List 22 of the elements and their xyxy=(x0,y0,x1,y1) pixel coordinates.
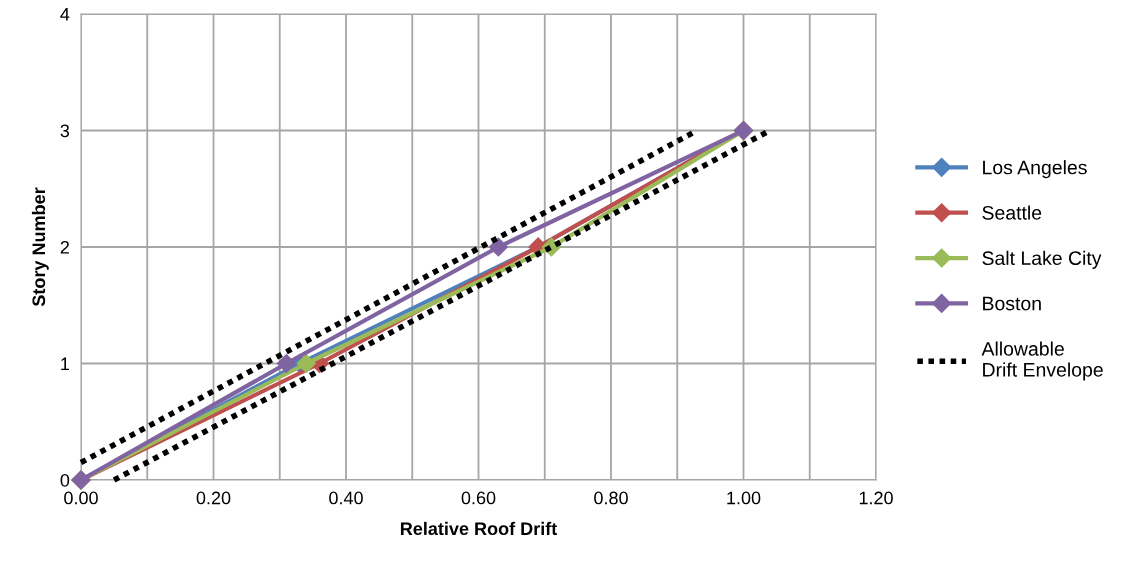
x-tick-label: 0.40 xyxy=(329,491,363,505)
y-tick-label: 4 xyxy=(60,8,70,21)
legend-label: Seattle xyxy=(982,205,1042,220)
y-axis-title: Story Number xyxy=(31,187,49,307)
y-tick-label: 3 xyxy=(60,124,70,138)
legend-label: Los Angeles xyxy=(983,160,1087,179)
legend-label: Allowable Drift Envelope xyxy=(981,341,1103,381)
y-tick-label: 2 xyxy=(60,240,69,254)
x-tick-label: 0.00 xyxy=(64,491,98,505)
x-axis-title: Relative Roof Drift xyxy=(400,521,558,536)
x-tick-label: 1.00 xyxy=(727,491,761,505)
y-tick-label: 0 xyxy=(60,473,70,487)
point xyxy=(488,237,508,257)
x-tick-label: 0.20 xyxy=(196,491,231,505)
legend-label: Salt Lake City xyxy=(982,250,1102,269)
x-tick-label: 0.80 xyxy=(594,491,628,505)
point xyxy=(296,353,316,374)
y-tick-label: 1 xyxy=(61,357,70,371)
x-tick-label: 1.20 xyxy=(859,491,893,505)
legend-label: Boston xyxy=(983,296,1041,311)
point xyxy=(276,353,296,374)
x-tick-label: 0.60 xyxy=(461,491,496,505)
